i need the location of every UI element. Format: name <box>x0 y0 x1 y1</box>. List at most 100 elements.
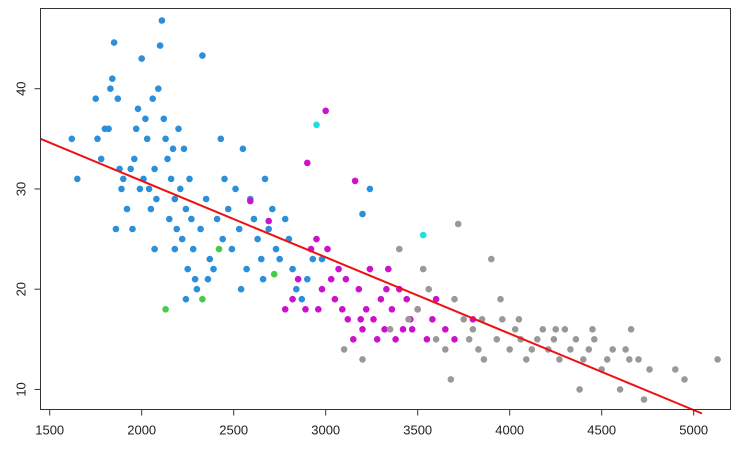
data-point <box>609 346 616 353</box>
data-point <box>184 265 191 273</box>
data-point <box>469 326 477 333</box>
data-point <box>603 356 611 363</box>
data-point <box>213 215 221 223</box>
data-point <box>405 316 412 323</box>
data-point <box>151 245 158 253</box>
data-point <box>153 195 160 203</box>
data-point <box>114 95 122 102</box>
data-point <box>344 316 352 323</box>
data-point <box>419 265 427 273</box>
data-point <box>309 255 317 263</box>
data-point <box>340 346 348 353</box>
data-point <box>331 295 339 303</box>
data-point <box>580 356 587 363</box>
y-axis: 10 20 30 40 <box>13 81 41 397</box>
data-point <box>313 121 320 129</box>
data-point <box>515 316 523 323</box>
data-point <box>171 195 179 203</box>
data-point <box>359 210 366 218</box>
data-point <box>342 275 350 283</box>
data-point <box>269 205 276 213</box>
data-point <box>377 295 385 303</box>
data-point <box>616 386 624 393</box>
data-point <box>206 255 214 263</box>
x-tick-label: 3500 <box>403 423 432 438</box>
data-point <box>129 225 136 233</box>
data-point <box>322 107 330 115</box>
data-point <box>511 326 519 333</box>
data-point <box>359 326 366 333</box>
data-points <box>68 17 721 403</box>
data-point <box>635 356 642 363</box>
data-point <box>265 217 273 225</box>
data-point <box>403 295 411 303</box>
data-point <box>425 285 433 293</box>
data-point <box>313 235 320 243</box>
data-point <box>219 235 226 243</box>
data-point <box>156 42 164 49</box>
data-point <box>243 265 250 273</box>
data-point <box>132 125 140 133</box>
data-point <box>143 135 151 143</box>
data-point <box>622 346 629 353</box>
data-point <box>493 336 501 343</box>
data-point <box>175 125 182 133</box>
data-point <box>304 275 311 283</box>
data-point <box>193 285 201 293</box>
data-point <box>289 265 296 273</box>
data-point <box>591 336 598 343</box>
data-point <box>127 165 134 173</box>
data-point <box>217 135 225 143</box>
data-point <box>210 265 217 273</box>
data-point <box>270 270 278 278</box>
data-point <box>315 306 322 313</box>
data-point <box>235 225 243 233</box>
data-point <box>294 275 302 283</box>
data-point <box>247 197 254 205</box>
data-point <box>556 356 563 363</box>
data-point <box>408 326 416 333</box>
data-point <box>366 185 374 193</box>
data-point <box>237 285 245 293</box>
data-point <box>138 55 145 62</box>
data-point <box>254 235 261 243</box>
data-point <box>388 306 396 313</box>
data-point <box>475 346 482 353</box>
data-point <box>414 306 422 313</box>
data-point <box>151 165 158 173</box>
data-point <box>339 306 346 313</box>
data-point <box>131 155 138 163</box>
data-point <box>451 336 458 343</box>
data-point <box>228 245 236 253</box>
data-point <box>465 336 473 343</box>
data-point <box>351 177 359 185</box>
data-point <box>534 336 541 343</box>
data-point <box>552 326 559 333</box>
data-point <box>289 295 296 303</box>
data-point <box>672 366 679 373</box>
data-point <box>626 356 633 363</box>
data-point <box>215 245 223 253</box>
data-point <box>68 135 76 143</box>
x-tick-label: 3000 <box>311 423 340 438</box>
data-point <box>109 75 116 82</box>
data-point <box>454 220 462 228</box>
data-point <box>381 326 388 333</box>
data-point <box>281 306 289 313</box>
x-tick-label: 4500 <box>587 423 616 438</box>
data-point <box>550 336 558 343</box>
data-point <box>355 285 363 293</box>
data-point <box>281 215 289 223</box>
data-point <box>585 346 593 353</box>
data-point <box>589 326 596 333</box>
data-point <box>173 225 180 233</box>
data-point <box>451 295 458 303</box>
data-point <box>118 185 125 193</box>
x-tick-label: 2500 <box>219 423 248 438</box>
data-point <box>239 145 247 153</box>
data-point <box>488 255 495 263</box>
data-point <box>497 295 504 303</box>
data-point <box>362 306 370 313</box>
x-axis: 1500 2000 2500 3000 3500 4000 4500 5000 <box>35 409 708 438</box>
